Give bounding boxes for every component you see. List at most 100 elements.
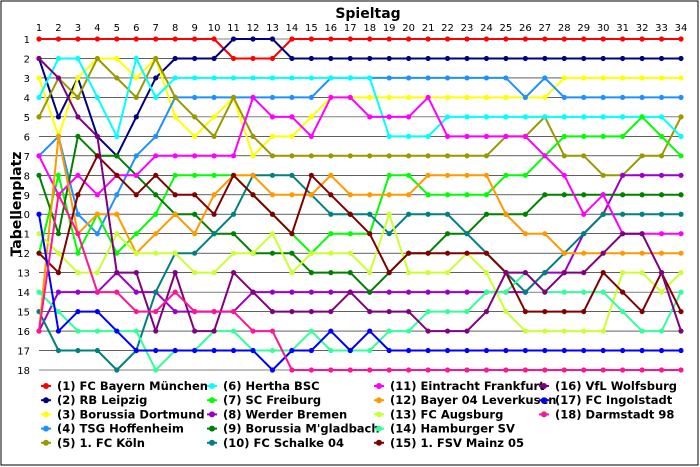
data-point: [114, 367, 120, 373]
data-point: [406, 347, 412, 354]
series-15: [36, 153, 684, 315]
data-point: [153, 36, 159, 42]
data-point: [522, 270, 528, 276]
data-point: [542, 231, 548, 237]
data-point: [483, 347, 490, 354]
data-point: [503, 133, 509, 139]
data-point: [678, 114, 684, 120]
data-point: [406, 192, 412, 198]
y-tick-label: 4: [24, 93, 30, 104]
data-point: [620, 250, 626, 256]
data-point: [133, 172, 139, 178]
data-point: [172, 114, 178, 120]
data-point: [133, 270, 139, 276]
x-tick-label: 14: [286, 23, 299, 34]
data-point: [347, 36, 353, 42]
data-point: [678, 55, 684, 62]
data-point: [561, 133, 567, 139]
data-point: [581, 367, 587, 373]
data-point: [250, 250, 256, 256]
data-point: [308, 133, 314, 139]
data-point: [658, 75, 665, 81]
series-12: [36, 133, 684, 334]
series-line: [38, 57, 681, 157]
data-point: [406, 270, 412, 276]
x-tick-label: 18: [363, 23, 376, 34]
y-tick-label: 14: [17, 288, 30, 299]
data-point: [289, 36, 295, 42]
data-point: [658, 367, 665, 373]
data-point: [367, 75, 373, 81]
legend-item: (2) RB Leipzig: [41, 393, 147, 407]
legend-item: (15) 1. FSV Mainz 05: [374, 436, 524, 450]
x-tick-label: 27: [538, 23, 551, 34]
data-point: [503, 36, 509, 42]
series-line: [38, 38, 681, 157]
data-point: [425, 36, 431, 42]
data-point: [55, 250, 62, 256]
data-point: [192, 114, 198, 120]
data-point: [639, 250, 645, 256]
x-tick-label: 33: [655, 23, 668, 34]
data-point: [308, 270, 314, 276]
data-point: [483, 270, 490, 276]
data-point: [600, 270, 606, 276]
data-point: [522, 133, 528, 139]
y-tick-label: 1: [24, 35, 30, 46]
data-point: [639, 153, 645, 159]
data-point: [581, 153, 587, 159]
data-point: [386, 114, 392, 120]
data-point: [269, 289, 276, 295]
data-point: [406, 308, 412, 315]
data-point: [386, 75, 392, 81]
data-point: [211, 192, 217, 198]
data-point: [425, 270, 431, 276]
x-tick-label: 15: [305, 23, 318, 34]
data-point: [444, 133, 451, 139]
x-tick-label: 16: [324, 23, 337, 34]
data-point: [289, 55, 295, 62]
data-point: [639, 211, 645, 217]
data-point: [600, 172, 606, 178]
data-point: [75, 94, 81, 101]
data-point: [55, 231, 62, 237]
data-point: [269, 347, 276, 354]
data-point: [464, 367, 470, 373]
data-point: [658, 289, 665, 295]
data-point: [503, 114, 509, 120]
data-point: [386, 55, 392, 62]
x-tick-label: 9: [191, 23, 197, 34]
data-point: [561, 270, 567, 276]
data-point: [503, 55, 509, 62]
data-point: [658, 133, 665, 139]
legend-label: (6) Hertha BSC: [223, 379, 320, 393]
data-point: [250, 75, 256, 81]
data-point: [289, 192, 295, 198]
y-tick-label: 16: [17, 327, 30, 338]
data-point: [542, 308, 548, 315]
legend-item: (9) Borussia M'gladbach: [207, 422, 380, 436]
data-point: [94, 133, 100, 139]
data-point: [172, 250, 178, 256]
legend-label: (16) VfL Wolfsburg: [555, 379, 677, 393]
data-point: [308, 367, 314, 373]
data-point: [269, 94, 276, 101]
data-point: [153, 289, 159, 295]
data-point: [192, 75, 198, 81]
x-tick-label: 7: [153, 23, 159, 34]
data-point: [347, 55, 353, 62]
series-line: [38, 96, 681, 235]
data-point: [328, 172, 334, 178]
data-point: [561, 172, 567, 178]
data-point: [542, 36, 548, 42]
data-point: [308, 192, 314, 198]
data-point: [600, 133, 606, 139]
data-point: [444, 75, 451, 81]
data-point: [678, 347, 684, 354]
data-point: [133, 114, 139, 120]
data-point: [620, 211, 626, 217]
data-point: [328, 289, 334, 295]
data-point: [581, 192, 587, 198]
data-point: [269, 231, 276, 237]
data-point: [425, 289, 431, 295]
